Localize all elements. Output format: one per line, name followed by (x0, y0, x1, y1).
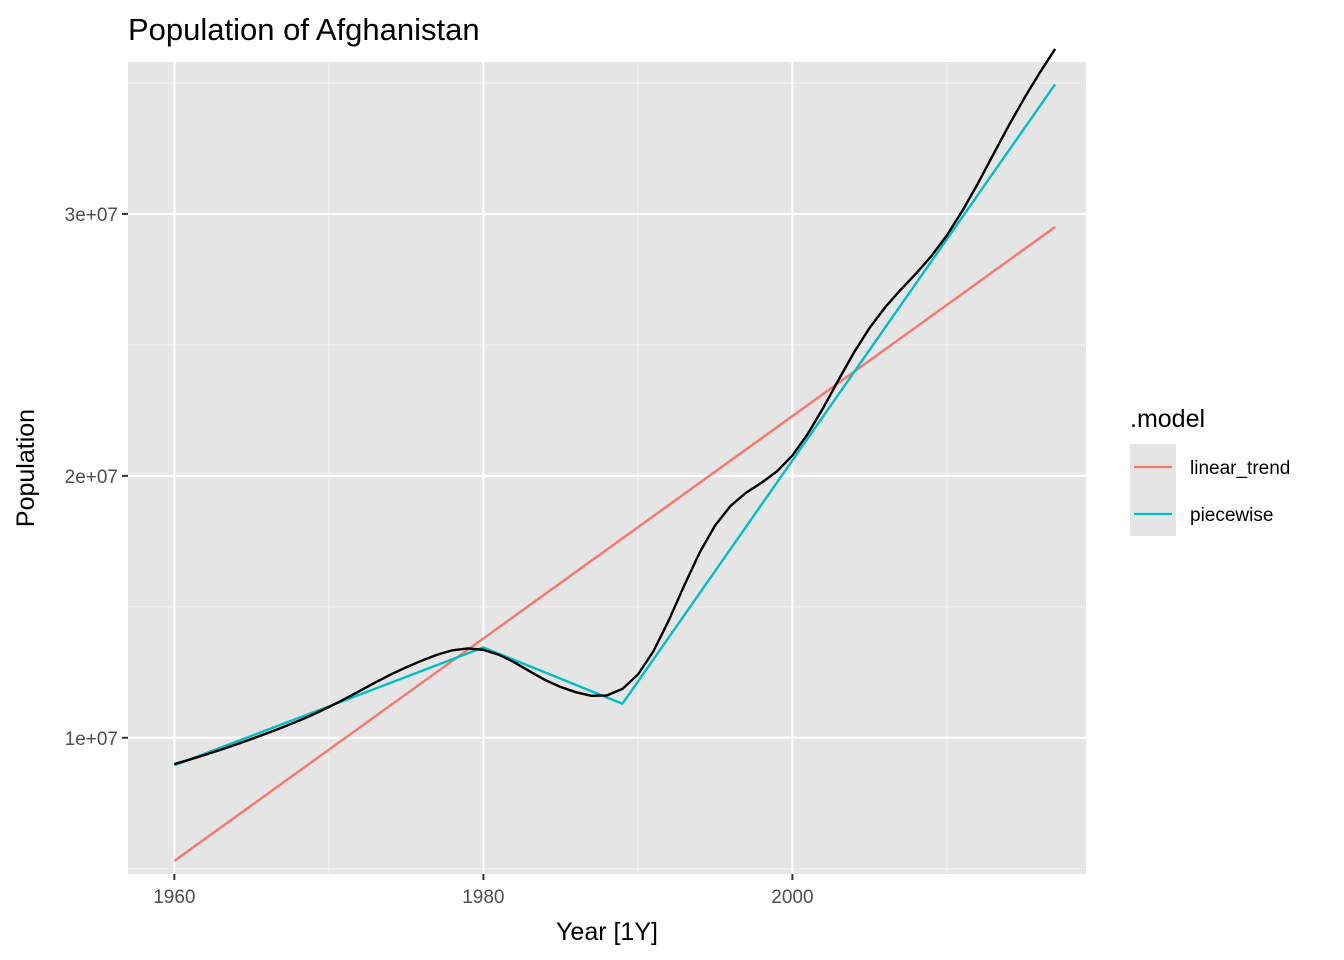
plot-panel (128, 62, 1086, 874)
y-axis-title: Population (12, 409, 40, 527)
series-layer (173, 48, 1057, 862)
chart-title: Population of Afghanistan (128, 12, 480, 47)
minor-gridlines (128, 62, 1086, 874)
legend-key-background (1130, 444, 1176, 536)
legend-label-piecewise: piecewise (1190, 505, 1273, 526)
legend-label-linear-trend: linear_trend (1190, 458, 1290, 479)
x-tick-label: 1980 (462, 887, 504, 908)
y-tick-label: 2e+07 (65, 467, 118, 488)
series-line-linear-trend (173, 226, 1056, 862)
x-tick-label: 2000 (771, 887, 813, 908)
x-axis: 1960 1980 2000 (153, 874, 814, 908)
x-axis-title: Year [1Y] (556, 918, 658, 946)
y-tick-label: 1e+07 (65, 729, 118, 750)
legend-title: .model (1130, 405, 1205, 433)
series-line-observed (174, 48, 1057, 766)
major-gridlines (128, 62, 1086, 874)
x-tick-label: 1960 (153, 887, 195, 908)
y-tick-label: 3e+07 (65, 205, 118, 226)
legend: .model linear_trend piecewise (1130, 405, 1290, 536)
y-axis: 1e+07 2e+07 3e+07 (65, 205, 128, 750)
